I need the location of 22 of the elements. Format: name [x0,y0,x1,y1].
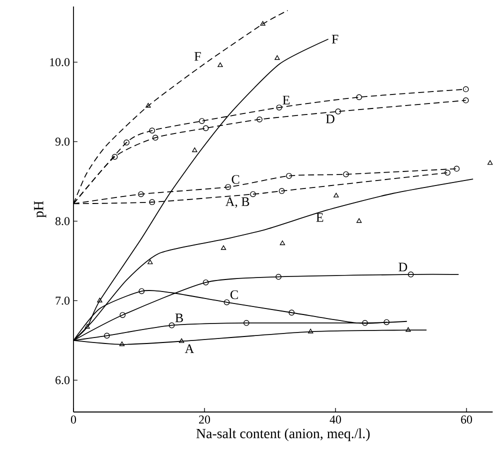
annotation: B [175,314,183,322]
annotation: F [332,34,338,44]
y-tick-label: 8.0 [55,217,70,226]
x-tick-label: 40 [330,416,342,424]
annotation: E [282,96,290,104]
y-tick-label: 6.0 [56,376,70,384]
x-tick-label: 60 [461,416,472,424]
annotation: E [316,213,324,222]
y-tick-label: 9.0 [55,138,70,146]
y-tick-label: 10.0 [50,58,70,66]
annotation: C [232,175,240,184]
y-tick-label: 7.0 [56,296,70,305]
x-tick-label: 20 [199,416,210,424]
annotation: F [194,52,201,61]
y-axis-title: pH [34,201,46,218]
annotation: D [398,262,408,272]
x-tick-label: 0 [70,416,76,424]
annotation: A [184,344,194,353]
x-axis-title: Na-salt content (anion, meq./l.) [196,428,370,442]
annotation: D [326,114,334,124]
annotation: C [230,290,238,300]
annotation: A, B [225,197,250,208]
